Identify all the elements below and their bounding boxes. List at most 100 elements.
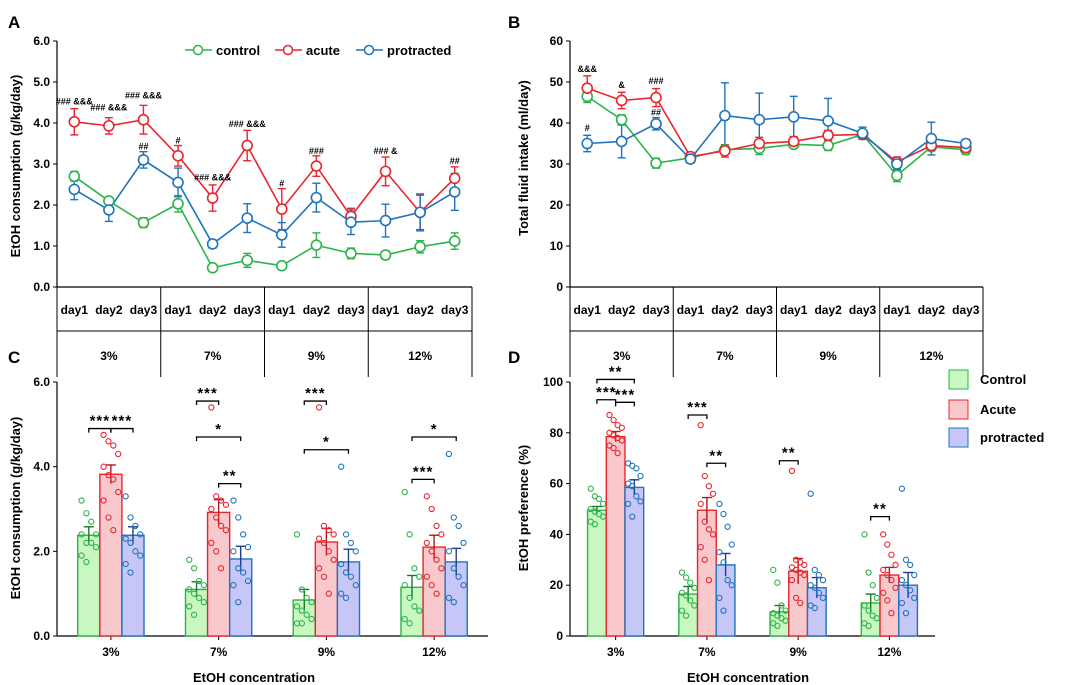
d-dot-protracted [911, 594, 918, 602]
c-ytick-label: 4.0 [33, 460, 50, 474]
a-point-control [137, 216, 150, 229]
d-dot-protracted [629, 482, 636, 490]
b-annotation: & [618, 80, 625, 90]
b-concentration-label: 7% [716, 349, 734, 363]
a-concentration-label: 9% [308, 349, 326, 363]
d-dot-protracted [625, 500, 632, 508]
c-dot-control [303, 594, 310, 602]
c-dot-control [195, 577, 203, 585]
legend-swatch-control [948, 369, 969, 390]
a-point-protracted [448, 186, 461, 198]
b-day-label: day2 [918, 303, 946, 317]
d-dot-acute [880, 566, 887, 574]
c-dot-control [406, 620, 413, 627]
panel-d: D EtOH preference (%) EtOH concentration… [508, 348, 1044, 685]
c-dot-acute [330, 531, 337, 538]
c-sig-bracket [303, 400, 328, 406]
panel-d-legend: Control Acute protracted [948, 369, 1044, 448]
d-dot-protracted [724, 576, 731, 584]
c-dot-protracted [127, 569, 134, 576]
b-day-label: day2 [711, 303, 739, 317]
d-dot-protracted [911, 571, 918, 579]
d-dot-acute [788, 467, 796, 475]
a-point-protracted [345, 216, 357, 229]
a-point-protracted [68, 183, 81, 196]
d-xtick-label: 7% [698, 645, 716, 659]
c-dot-protracted [235, 565, 242, 572]
d-dot-acute [709, 490, 717, 497]
b-line-control [586, 95, 966, 177]
c-dot-protracted [132, 548, 139, 555]
d-bar-acute [879, 574, 900, 637]
c-dot-control [303, 611, 310, 618]
c-sig-label: * [431, 421, 438, 438]
c-dot-acute [208, 404, 215, 411]
d-dot-acute [701, 556, 708, 563]
c-dot-acute [115, 488, 122, 496]
d-sig-label: ** [609, 363, 623, 380]
d-dot-protracted [811, 566, 818, 574]
c-dot-protracted [239, 531, 247, 538]
a-annotation: ### &&& [229, 119, 267, 129]
d-dot-protracted [811, 584, 818, 591]
c-dot-control [78, 552, 85, 559]
a-point-protracted [275, 229, 288, 241]
c-dot-acute [423, 539, 430, 547]
a-day-label: day3 [130, 303, 158, 317]
c-dot-protracted [460, 539, 467, 547]
c-dot-protracted [450, 514, 457, 521]
a-point-acute [68, 115, 81, 128]
d-dot-acute [709, 531, 717, 538]
d-dot-control [770, 566, 777, 574]
c-dot-protracted [244, 543, 252, 551]
a-annotation: ### [309, 146, 324, 156]
c-dot-protracted [352, 582, 359, 589]
b-day-label: day1 [883, 303, 911, 317]
c-dot-acute [315, 404, 323, 411]
d-dot-protracted [902, 609, 910, 617]
legend-marker-control [192, 44, 204, 56]
b-line-protracted [587, 114, 966, 166]
legend-marker-protracted [363, 44, 375, 56]
panel-d-ylabel: EtOH preference (%) [516, 445, 531, 571]
c-dot-protracted [347, 539, 355, 547]
d-dot-acute [880, 531, 887, 538]
legend-acute-label-d: Acute [980, 402, 1016, 417]
d-dot-protracted [906, 561, 914, 569]
d-sig-label: ** [873, 501, 887, 518]
d-dot-protracted [637, 498, 644, 505]
d-sig-label: *** [687, 399, 708, 416]
c-dot-control [308, 598, 315, 606]
d-xtick-label: 3% [607, 645, 625, 659]
c-dot-acute [100, 463, 107, 470]
a-ytick-label: 1.0 [33, 239, 50, 253]
d-dot-protracted [716, 500, 723, 508]
a-point-control [172, 197, 184, 210]
d-dot-acute [884, 571, 891, 579]
b-day-label: day1 [780, 303, 808, 317]
a-ytick-label: 6.0 [33, 34, 50, 48]
a-line-acute [74, 118, 456, 218]
a-point-control [414, 241, 426, 253]
c-xtick-label: 3% [102, 645, 120, 659]
d-dot-control [865, 569, 872, 576]
d-dot-control [599, 513, 607, 520]
legend-swatch-protracted [948, 427, 969, 448]
a-day-label: day1 [372, 303, 400, 317]
c-dot-control [411, 565, 418, 572]
d-bar-control [586, 509, 607, 637]
c-sig-label: ** [223, 468, 237, 485]
b-point-protracted [891, 158, 903, 170]
b-annotation: ### [649, 76, 664, 86]
d-dot-acute [705, 526, 713, 533]
c-dot-control [88, 518, 95, 525]
c-dot-protracted [230, 497, 237, 504]
c-bar-control [77, 534, 101, 637]
d-sig-bracket [870, 515, 891, 521]
d-dot-protracted [902, 556, 910, 563]
c-dot-protracted [235, 598, 242, 606]
d-dot-acute [884, 597, 891, 604]
b-point-acute [581, 82, 594, 94]
d-dot-protracted [720, 607, 727, 614]
a-ytick-label: 4.0 [33, 116, 50, 130]
